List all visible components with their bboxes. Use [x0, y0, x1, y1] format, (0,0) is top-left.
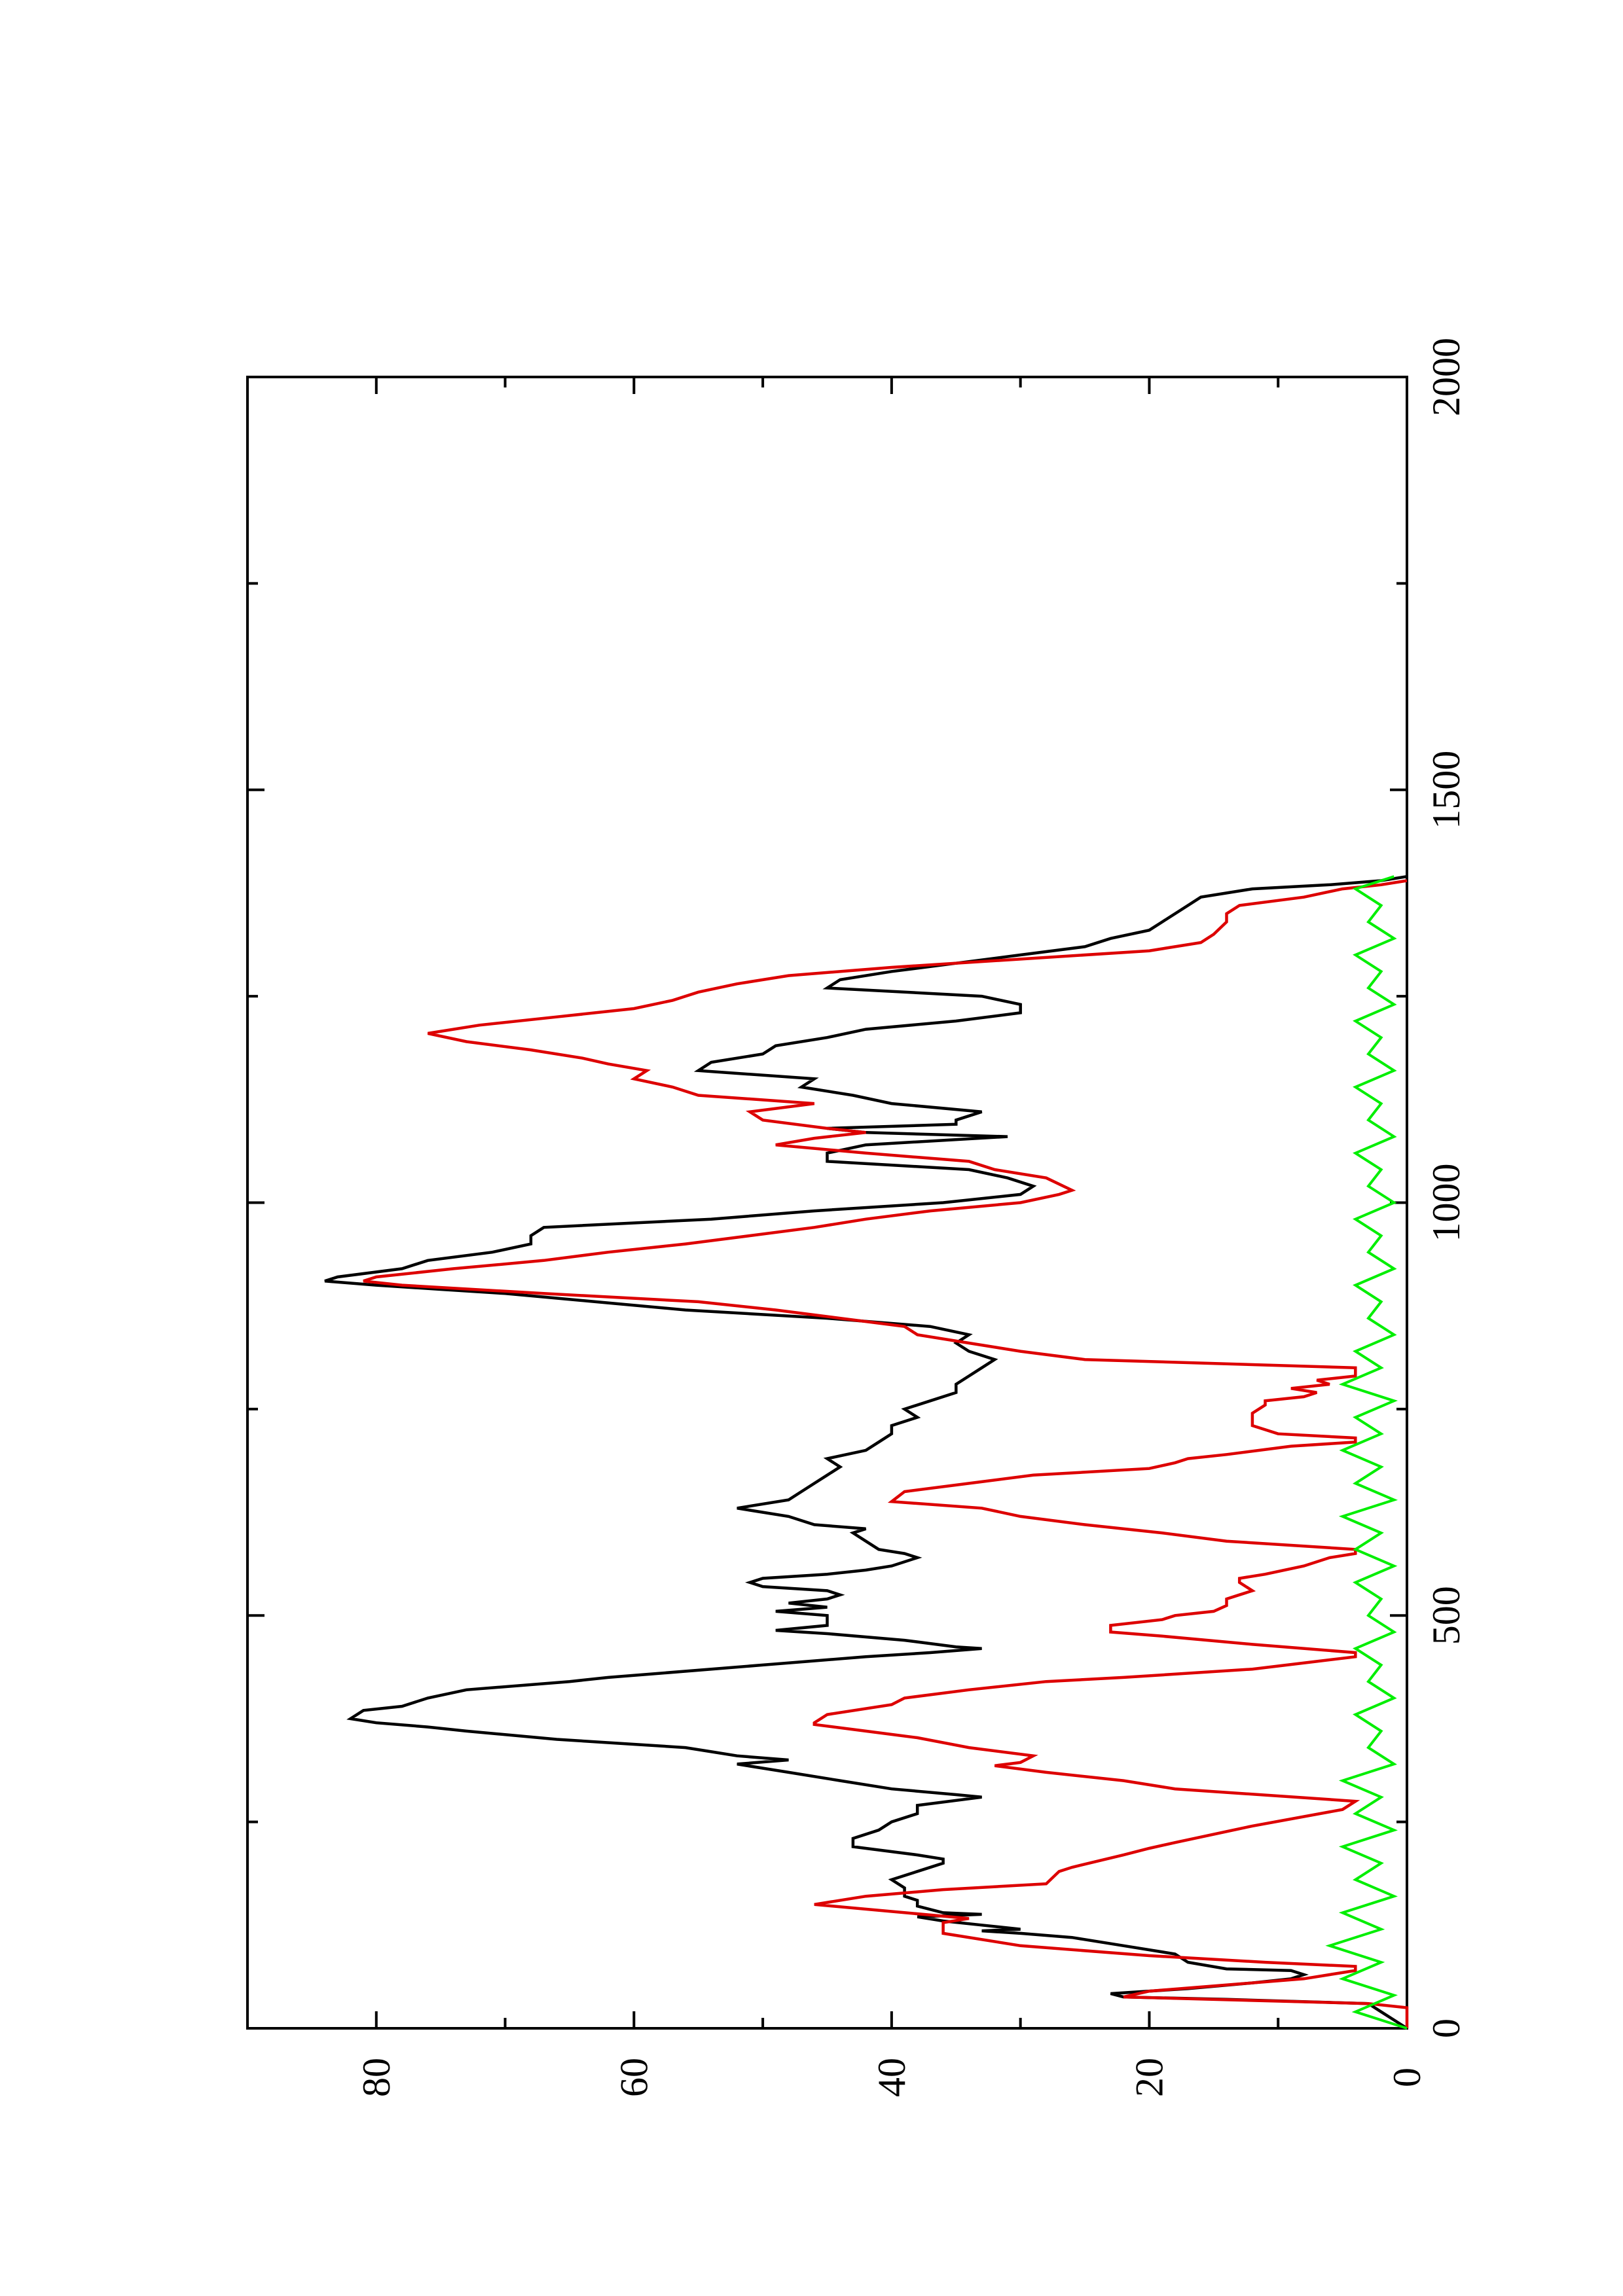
- series-line-1: [363, 879, 1409, 2028]
- plot-frame: [246, 376, 1408, 2030]
- y-tick-label: 20: [1127, 2058, 1171, 2097]
- x-tick-label: 1000: [1425, 1164, 1468, 1242]
- x-tick-label: 1500: [1425, 751, 1468, 829]
- y-tick-label: 0: [1385, 2068, 1429, 2087]
- x-tick-label: 2000: [1425, 338, 1468, 416]
- series-line-2: [1325, 875, 1408, 2030]
- series-layer: [324, 874, 1409, 2030]
- series-line-0: [324, 874, 1408, 2030]
- y-tick-label: 40: [870, 2058, 913, 2097]
- tick-labels: 0 500 1000 1500 2000 0 20 40 60 80: [355, 338, 1468, 2097]
- x-tick-label: 500: [1425, 1586, 1468, 1645]
- axis-ticks: [246, 376, 1408, 2030]
- x-tick-label: 0: [1425, 2018, 1468, 2038]
- y-tick-label: 60: [612, 2058, 655, 2097]
- y-tick-label: 80: [355, 2058, 398, 2097]
